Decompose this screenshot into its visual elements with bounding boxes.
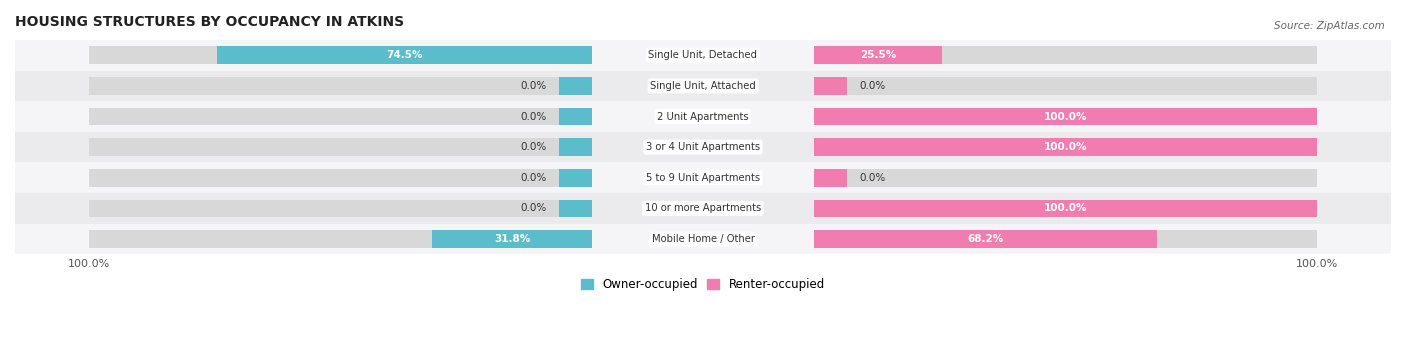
Text: 0.0%: 0.0% [520, 203, 547, 213]
Bar [15, 40, 1391, 70]
Text: 100.0%: 100.0% [1043, 111, 1087, 121]
Text: Single Unit, Detached: Single Unit, Detached [648, 50, 758, 60]
Bar [89, 108, 592, 126]
Text: 0.0%: 0.0% [520, 173, 547, 183]
Bar [814, 230, 848, 248]
Bar [15, 132, 1391, 162]
Bar [814, 200, 1317, 218]
Bar [814, 230, 1157, 248]
Text: 0.0%: 0.0% [859, 81, 886, 91]
Text: Single Unit, Attached: Single Unit, Attached [650, 81, 756, 91]
Bar [558, 200, 592, 218]
Bar [814, 169, 1317, 187]
Bar [814, 230, 1317, 248]
Bar [814, 200, 848, 218]
Text: 10 or more Apartments: 10 or more Apartments [645, 203, 761, 213]
Bar [814, 77, 1317, 95]
Text: 68.2%: 68.2% [967, 234, 1004, 244]
Bar [432, 230, 592, 248]
Bar [814, 46, 942, 64]
Bar [89, 169, 592, 187]
Text: HOUSING STRUCTURES BY OCCUPANCY IN ATKINS: HOUSING STRUCTURES BY OCCUPANCY IN ATKIN… [15, 15, 404, 29]
Bar [89, 200, 592, 218]
Bar [558, 169, 592, 187]
Bar [89, 230, 592, 248]
Text: 100.0%: 100.0% [1043, 203, 1087, 213]
Legend: Owner-occupied, Renter-occupied: Owner-occupied, Renter-occupied [576, 273, 830, 296]
Bar [814, 77, 848, 95]
Bar [814, 108, 1317, 126]
Bar [814, 138, 1317, 156]
Bar [814, 169, 848, 187]
Bar [89, 77, 592, 95]
Text: 74.5%: 74.5% [387, 50, 423, 60]
Bar [89, 138, 592, 156]
Text: Source: ZipAtlas.com: Source: ZipAtlas.com [1274, 21, 1385, 30]
Text: 0.0%: 0.0% [520, 81, 547, 91]
Text: 0.0%: 0.0% [520, 111, 547, 121]
Text: Mobile Home / Other: Mobile Home / Other [651, 234, 755, 244]
Bar [15, 101, 1391, 132]
Bar [558, 77, 592, 95]
Bar [558, 230, 592, 248]
Bar [558, 108, 592, 126]
Bar [558, 138, 592, 156]
Bar [15, 224, 1391, 254]
Bar [814, 138, 848, 156]
Bar [814, 108, 848, 126]
Bar [814, 46, 848, 64]
Text: 0.0%: 0.0% [859, 173, 886, 183]
Bar [89, 46, 592, 64]
Bar [814, 46, 1317, 64]
Text: 31.8%: 31.8% [495, 234, 530, 244]
Bar [15, 162, 1391, 193]
Text: 2 Unit Apartments: 2 Unit Apartments [657, 111, 749, 121]
Text: 100.0%: 100.0% [1043, 142, 1087, 152]
Bar [558, 46, 592, 64]
Bar [814, 200, 1317, 218]
Bar [814, 138, 1317, 156]
Bar [814, 108, 1317, 126]
Bar [15, 70, 1391, 101]
Text: 25.5%: 25.5% [859, 50, 896, 60]
Text: 0.0%: 0.0% [520, 142, 547, 152]
Bar [15, 193, 1391, 224]
Text: 5 to 9 Unit Apartments: 5 to 9 Unit Apartments [645, 173, 761, 183]
Bar [217, 46, 592, 64]
Text: 3 or 4 Unit Apartments: 3 or 4 Unit Apartments [645, 142, 761, 152]
